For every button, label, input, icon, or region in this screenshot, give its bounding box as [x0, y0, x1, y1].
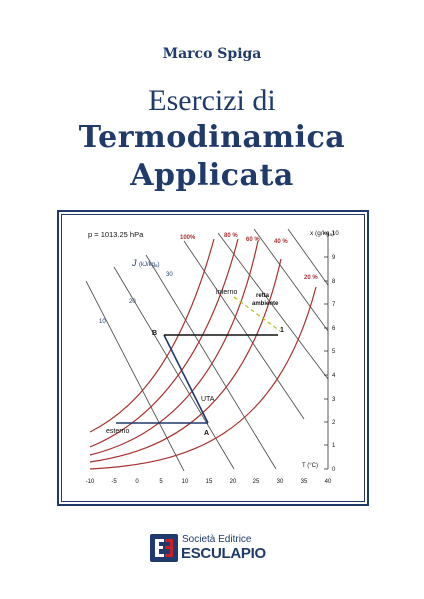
publisher-line-1: Società Editrice [182, 534, 252, 545]
y-tick-label: 1 [332, 443, 336, 449]
publisher-logo: Società Editrice ESCULAPIO [150, 534, 280, 564]
rh-curve-20 [89, 286, 317, 470]
enthalpy-line [217, 232, 329, 380]
enthalpy-line [85, 280, 185, 472]
temp-axis-label: T (°C) [302, 463, 318, 469]
x-tick-label: 15 [206, 479, 213, 485]
label-ambiente: ambiente [252, 301, 279, 307]
y-tick-label: 9 [332, 255, 336, 261]
enthalpy-value-20: 20 [129, 299, 136, 305]
y-tick-label: 7 [332, 302, 336, 308]
x-tick-label: 25 [253, 479, 260, 485]
title-line-3: Applicata [130, 158, 294, 193]
enthalpy-line [253, 228, 329, 332]
x-tick-labels: -10 -5 0 5 10 15 20 25 30 35 40 [86, 479, 332, 485]
y-tick-label: 5 [332, 349, 336, 355]
rh-label-40: 40 % [274, 239, 288, 245]
enthalpy-value-30: 30 [166, 272, 173, 278]
title-line-2: Termodinamica [78, 120, 346, 155]
line-A-B [163, 334, 209, 424]
x-tick-label: 5 [159, 479, 163, 485]
y-tick-label: 4 [332, 373, 336, 379]
enthalpy-line [145, 254, 277, 470]
point-A: A [204, 430, 209, 437]
rh-curve-40 [89, 258, 282, 463]
y-tick-label: 0 [332, 467, 336, 473]
enthalpy-label: J (kJ/kga) [131, 258, 160, 268]
label-interno: interno [216, 289, 238, 296]
rh-label-20: 20 % [304, 275, 318, 281]
rh-curves [89, 238, 317, 470]
publisher-line-2: ESCULAPIO [181, 545, 266, 562]
publisher-emblem-icon [150, 534, 178, 562]
chart-frame-inner [61, 214, 365, 502]
title-line-1: Esercizi di [148, 84, 276, 117]
x-tick-label: 0 [135, 479, 139, 485]
enthalpy-value-10: 10 [99, 319, 106, 325]
rh-curve-100 [89, 238, 215, 433]
humidity-axis-label: x (g/kga) [310, 230, 334, 237]
author-name: Marco Spiga [162, 46, 262, 62]
x-tick-label: -10 [86, 479, 95, 485]
label-esterno: esterno [106, 428, 129, 435]
x-tick-label: 30 [277, 479, 284, 485]
rh-label-80: 80 % [224, 233, 238, 239]
point-1: 1 [280, 327, 284, 334]
x-tick-label: -5 [111, 479, 117, 485]
rh-label-100: 100% [180, 235, 196, 241]
y-tick-label: 10 [332, 231, 339, 237]
y-tick-labels: 0 1 2 3 4 5 6 7 8 9 10 [332, 231, 339, 473]
label-uta: UTA [201, 396, 215, 403]
point-B: B [152, 330, 157, 337]
process-lines [116, 334, 209, 424]
rh-curve-60 [89, 240, 259, 456]
x-tick-label: 20 [230, 479, 237, 485]
x-tick-label: 35 [301, 479, 308, 485]
rh-label-60: 60 % [246, 237, 260, 243]
enthalpy-line [287, 228, 329, 286]
humidity-ticks [324, 232, 328, 470]
chart-frame-outer [57, 210, 369, 506]
y-tick-label: 8 [332, 279, 336, 285]
y-tick-label: 2 [332, 420, 336, 426]
psychrometric-chart: p = 1013.25 hPa J (kJ/kga) x (g/kga) T (… [85, 228, 339, 485]
x-tick-label: 40 [325, 479, 332, 485]
enthalpy-lines [85, 228, 329, 472]
retta-ambiente-dashed [233, 296, 281, 332]
y-tick-label: 3 [332, 397, 336, 403]
enthalpy-line [113, 266, 235, 470]
rh-curve-80 [89, 238, 239, 448]
label-retta: retta [256, 293, 270, 299]
pressure-label: p = 1013.25 hPa [88, 230, 144, 239]
x-tick-label: 10 [182, 479, 189, 485]
y-tick-label: 6 [332, 326, 336, 332]
